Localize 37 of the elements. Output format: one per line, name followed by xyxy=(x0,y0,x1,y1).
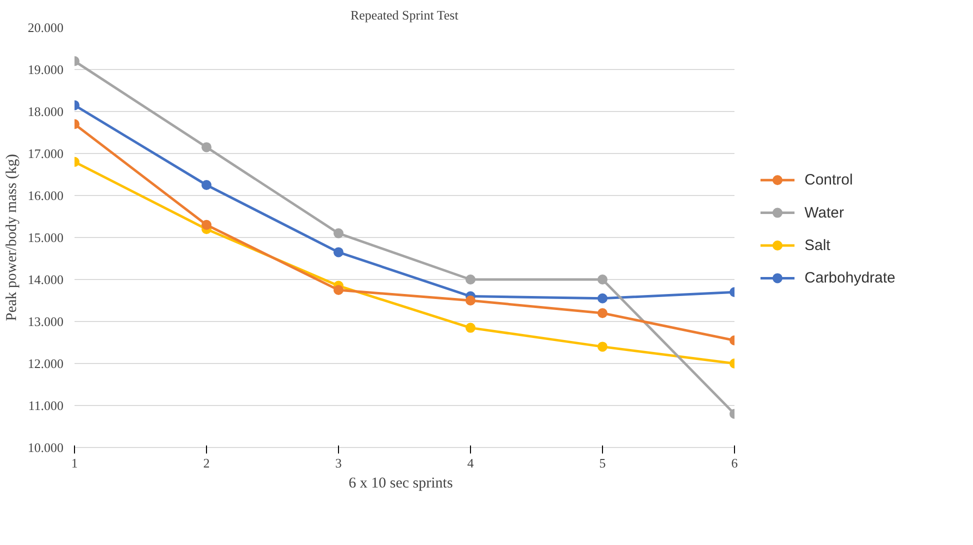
legend-label: Carbohydrate xyxy=(804,270,896,287)
point xyxy=(334,247,344,258)
y-tick-label: 11.000 xyxy=(28,398,64,413)
point xyxy=(598,274,608,284)
point xyxy=(202,180,212,190)
point xyxy=(466,296,476,306)
point xyxy=(598,293,608,304)
point xyxy=(334,228,344,238)
x-tick-label: 4 xyxy=(467,456,474,470)
y-tick-label: 16.000 xyxy=(28,188,64,203)
y-tick-label: 10.000 xyxy=(28,440,64,455)
point xyxy=(466,274,476,284)
y-tick-label: 15.000 xyxy=(28,230,64,245)
point xyxy=(598,342,608,352)
y-tick-label: 13.000 xyxy=(28,314,64,329)
x-axis-title: 6 x 10 sec sprints xyxy=(348,476,453,492)
x-tick-label: 3 xyxy=(335,456,342,470)
y-axis-title: Peak power/body mass (kg) xyxy=(4,154,20,322)
point xyxy=(202,142,212,152)
y-tick-label: 19.000 xyxy=(28,62,64,77)
point xyxy=(598,308,608,318)
y-tick-label: 17.000 xyxy=(28,146,64,161)
legend-label: Control xyxy=(804,172,853,189)
point xyxy=(466,322,476,333)
point xyxy=(202,220,212,230)
point xyxy=(334,285,344,295)
y-tick-label: 18.000 xyxy=(28,104,64,119)
x-tick-label: 2 xyxy=(203,456,210,470)
x-tick-label: 1 xyxy=(71,456,78,470)
y-tick-label: 20.000 xyxy=(28,20,64,35)
x-tick-label: 6 xyxy=(731,456,738,470)
chart-title: Repeated Sprint Test xyxy=(350,8,459,22)
y-tick-label: 12.000 xyxy=(28,356,64,371)
y-tick-label: 14.000 xyxy=(28,272,64,287)
x-tick-label: 5 xyxy=(599,456,606,470)
legend-label: Salt xyxy=(804,237,832,254)
legend-label: Water xyxy=(804,204,844,222)
